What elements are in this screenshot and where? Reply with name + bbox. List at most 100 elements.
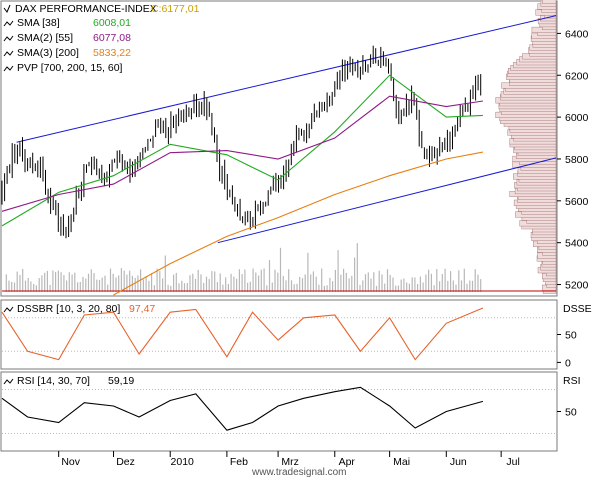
dssbr-legend-value: 97,47 <box>129 303 155 315</box>
volume-bar <box>236 278 238 292</box>
volume-bar <box>109 268 112 292</box>
volume-bar <box>98 279 101 292</box>
volume-bar <box>312 271 314 292</box>
volume-bar <box>118 275 120 292</box>
volume-bar <box>197 269 199 292</box>
sma38-line <box>1 74 483 227</box>
cursor-icon <box>3 4 11 13</box>
volume-bar <box>137 275 139 292</box>
dssbr-panel-frame <box>0 299 558 370</box>
axes: 6400 6200 6000 5800 5600 5400 5200 50 0 50 Nov Dez 2… <box>58 28 589 468</box>
volume-bar <box>356 243 358 292</box>
rsi-legend-value: 59,19 <box>108 375 134 387</box>
volume-bar <box>35 285 37 292</box>
volume-bar <box>263 268 265 292</box>
volume-bar <box>279 247 282 292</box>
volume-bar <box>233 276 235 292</box>
volume-bar <box>8 280 10 292</box>
dssbr-y-tick-label: 0 <box>565 357 571 369</box>
volume-bar <box>238 269 240 292</box>
volume-bar <box>318 284 320 292</box>
volume-bar <box>162 278 164 292</box>
volume-bar <box>183 283 186 292</box>
volume-bar <box>430 273 432 292</box>
volume-bar <box>252 268 254 292</box>
volume-bar <box>131 275 133 292</box>
volume-bar <box>115 277 117 292</box>
volume-bar <box>378 270 380 292</box>
volume-bar <box>471 280 474 292</box>
volume-bar <box>129 270 131 292</box>
volume-bar <box>266 285 268 292</box>
sma200-legend-label: SMA(3) [200] <box>17 47 79 59</box>
main-panel-frame <box>0 0 558 297</box>
pvp-bar <box>542 0 557 4</box>
volume-bar <box>460 280 463 292</box>
volume-bar <box>38 278 40 292</box>
volume-bar <box>24 280 27 292</box>
pvp-profile <box>495 0 557 294</box>
volume-bar <box>274 269 276 292</box>
volume-bar <box>90 269 92 292</box>
volume-bar <box>205 276 208 292</box>
volume-bar <box>480 279 482 292</box>
main-y-tick-label: 6000 <box>565 112 589 124</box>
x-tick-label: Nov <box>61 456 80 468</box>
main-legend: DAX PERFORMANCE-INDEX C:6177,01 SMA [38]… <box>3 3 200 74</box>
footer-watermark: www.tradesignal.com <box>251 467 346 478</box>
sma38-legend-value: 6008,01 <box>93 17 131 29</box>
channel-upper-line <box>16 15 557 143</box>
volume-bar <box>159 270 161 292</box>
volume-bar <box>57 270 59 292</box>
dssbr-axis-title: DSSE <box>563 303 592 315</box>
volume-bar <box>156 268 158 292</box>
volume-bar <box>249 281 251 292</box>
volume-bar <box>101 277 103 292</box>
rsi-legend: RSI [14, 30, 70] 59,19 RSI <box>3 375 581 387</box>
x-tick-label: Jun <box>450 456 467 468</box>
volume-bar <box>192 273 194 292</box>
volume-bar <box>299 277 301 292</box>
volume-bar <box>447 280 449 292</box>
volume-bar <box>422 282 424 292</box>
volume-bar <box>463 268 465 292</box>
sma55-line <box>1 95 483 212</box>
volume-bar <box>82 276 84 292</box>
volume-bar <box>397 285 399 292</box>
x-tick-label: Feb <box>230 456 248 468</box>
rsi-axis-title: RSI <box>563 375 581 387</box>
volume-bar <box>332 281 334 292</box>
volume-bar <box>219 273 221 292</box>
volume-bar <box>55 271 57 292</box>
volume-bar <box>268 260 271 292</box>
volume-bar <box>214 271 216 292</box>
volume-bar <box>208 279 210 292</box>
volume-bar <box>436 269 438 292</box>
x-tick-label: Jul <box>506 456 519 468</box>
volume-bar <box>384 283 386 292</box>
x-tick-label: Mrz <box>281 456 299 468</box>
sma200-line <box>113 151 484 296</box>
volume-bar <box>364 274 367 292</box>
volume-bar <box>181 280 183 292</box>
volume-bar <box>216 282 218 292</box>
volume-bar <box>400 279 402 292</box>
main-y-tick-label: 6400 <box>565 28 589 40</box>
volume-bar <box>27 278 29 292</box>
volume-bar <box>107 284 109 292</box>
volume-bar <box>419 276 421 292</box>
volume-bar <box>200 274 202 292</box>
volume-bar <box>326 285 328 292</box>
volume-bar <box>450 271 452 292</box>
price-plot <box>1 15 557 296</box>
volume-bar <box>439 281 441 292</box>
volume-bar <box>334 269 336 292</box>
volume-bar <box>173 274 175 292</box>
volume-bar <box>112 273 114 292</box>
volume-bar <box>151 273 153 292</box>
volume-bar <box>290 280 293 292</box>
volume-bar <box>354 257 356 292</box>
volume-bar <box>52 270 54 292</box>
